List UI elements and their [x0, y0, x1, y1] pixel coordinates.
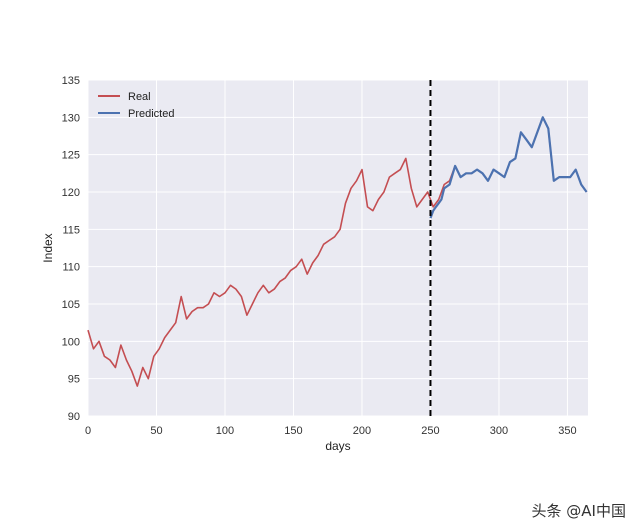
- y-tick-label: 90: [68, 411, 80, 423]
- legend-label-real: Real: [128, 91, 151, 103]
- y-tick-label: 105: [62, 299, 80, 311]
- x-tick-label: 0: [85, 425, 91, 437]
- x-tick-label: 50: [150, 425, 162, 437]
- x-tick-label: 250: [421, 425, 439, 437]
- y-tick-labels: 90 95 100 105 110 115 120 125 130 135: [62, 75, 80, 423]
- series-layer: [87, 116, 588, 387]
- legend-label-predicted: Predicted: [128, 108, 174, 120]
- series-line-predicted: [429, 116, 588, 219]
- y-tick-label: 125: [62, 150, 80, 162]
- x-tick-label: 200: [353, 425, 371, 437]
- y-tick-label: 135: [62, 75, 80, 87]
- x-tick-label: 350: [558, 425, 576, 437]
- y-tick-label: 130: [62, 112, 80, 124]
- y-tick-label: 120: [62, 187, 80, 199]
- x-axis-label: days: [325, 439, 350, 453]
- y-tick-label: 110: [62, 262, 80, 274]
- x-tick-label: 150: [284, 425, 302, 437]
- y-tick-label: 100: [62, 336, 80, 348]
- plot-background: [88, 80, 588, 416]
- y-tick-label: 115: [62, 224, 80, 236]
- y-axis-label: Index: [41, 233, 55, 262]
- x-tick-label: 100: [216, 425, 234, 437]
- legend: Real Predicted: [98, 91, 174, 120]
- watermark-text: 头条 @AI中国: [531, 502, 626, 520]
- x-tick-labels: 0 50 100 150 200 250 300 350: [85, 425, 577, 437]
- x-tick-label: 300: [490, 425, 508, 437]
- y-tick-label: 95: [68, 374, 80, 386]
